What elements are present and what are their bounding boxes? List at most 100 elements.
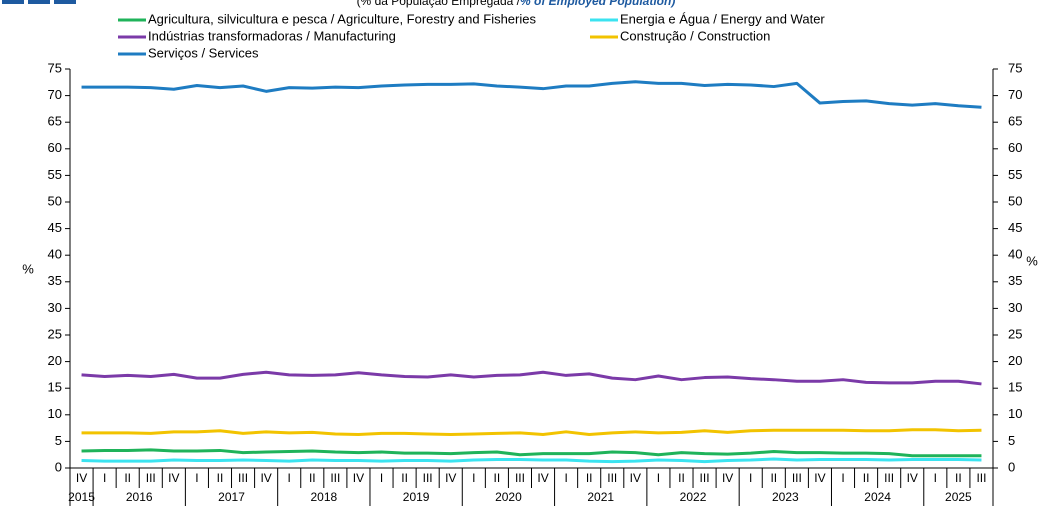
x-tick-label: IV — [76, 471, 87, 485]
y2-tick-label: 40 — [1008, 247, 1022, 262]
year-label: 2023 — [772, 490, 799, 504]
x-tick-label: I — [657, 471, 660, 485]
year-label: 2020 — [495, 490, 522, 504]
series-line — [81, 370, 982, 386]
y-tick-label: 20 — [48, 353, 62, 368]
y2-tick-label: 25 — [1008, 326, 1022, 341]
y-tick-label: 35 — [48, 273, 62, 288]
y2-tick-label: 45 — [1008, 220, 1022, 235]
x-tick-label: IV — [814, 471, 825, 485]
y-tick-label: 0 — [55, 459, 62, 474]
y-tick-label: 5 — [55, 433, 62, 448]
series-line — [81, 428, 982, 436]
y2-tick-label: 30 — [1008, 300, 1022, 315]
x-tick-label: III — [976, 471, 986, 485]
x-tick-label: IV — [168, 471, 179, 485]
x-tick-label: II — [401, 471, 408, 485]
x-tick-label: IV — [260, 471, 271, 485]
legend-label: Agricultura, silvicultura e pesca / Agri… — [148, 11, 536, 26]
y-tick-label: 40 — [48, 247, 62, 262]
x-tick-label: I — [841, 471, 844, 485]
x-tick-label: II — [309, 471, 316, 485]
y-tick-label: 15 — [48, 380, 62, 395]
year-label: 2021 — [587, 490, 614, 504]
x-tick-label: III — [515, 471, 525, 485]
x-tick-label: I — [564, 471, 567, 485]
y-tick-label: 50 — [48, 193, 62, 208]
logo — [2, 0, 76, 4]
year-label: 2025 — [945, 490, 972, 504]
x-tick-label: IV — [630, 471, 641, 485]
y2-axis-label: % — [1026, 253, 1038, 268]
y-tick-label: 55 — [48, 167, 62, 182]
x-tick-label: I — [380, 471, 383, 485]
year-label: 2015 — [68, 490, 95, 504]
legend-label: Construção / Construction — [620, 28, 770, 43]
x-tick-label: IV — [445, 471, 456, 485]
x-tick-label: III — [884, 471, 894, 485]
x-tick-label: III — [423, 471, 433, 485]
year-label: 2019 — [403, 490, 430, 504]
series-line — [81, 80, 982, 109]
y2-tick-label: 5 — [1008, 433, 1015, 448]
x-tick-label: III — [238, 471, 248, 485]
x-tick-label: II — [586, 471, 593, 485]
y-tick-label: 10 — [48, 406, 62, 421]
y2-tick-label: 0 — [1008, 459, 1015, 474]
x-tick-label: IV — [353, 471, 364, 485]
y-tick-label: 60 — [48, 140, 62, 155]
y2-tick-label: 70 — [1008, 87, 1022, 102]
legend-label: Indústrias transformadoras / Manufacturi… — [148, 28, 396, 43]
x-tick-label: III — [146, 471, 156, 485]
x-tick-label: I — [103, 471, 106, 485]
y2-tick-label: 35 — [1008, 273, 1022, 288]
subtitle: (% da População Empregada / — [357, 0, 521, 8]
y-tick-label: 70 — [48, 87, 62, 102]
x-tick-label: IV — [537, 471, 548, 485]
x-tick-label: II — [955, 471, 962, 485]
y2-tick-label: 10 — [1008, 406, 1022, 421]
y-tick-label: 25 — [48, 326, 62, 341]
x-tick-label: I — [288, 471, 291, 485]
x-tick-label: III — [700, 471, 710, 485]
x-tick-label: I — [934, 471, 937, 485]
y-tick-label: 75 — [48, 60, 62, 75]
series-line — [81, 448, 982, 458]
x-tick-label: II — [494, 471, 501, 485]
year-label: 2018 — [310, 490, 337, 504]
x-tick-label: II — [678, 471, 685, 485]
year-label: 2016 — [126, 490, 153, 504]
y-axis-label: % — [22, 261, 34, 276]
x-tick-label: III — [330, 471, 340, 485]
y2-tick-label: 65 — [1008, 114, 1022, 129]
x-tick-label: II — [124, 471, 131, 485]
y2-tick-label: 20 — [1008, 353, 1022, 368]
legend-label: Serviços / Services — [148, 45, 259, 60]
x-tick-label: I — [472, 471, 475, 485]
y2-tick-label: 60 — [1008, 140, 1022, 155]
year-label: 2024 — [864, 490, 891, 504]
year-label: 2017 — [218, 490, 245, 504]
legend-label: Energia e Água / Energy and Water — [620, 11, 825, 26]
x-tick-label: II — [863, 471, 870, 485]
y-tick-label: 30 — [48, 300, 62, 315]
x-tick-label: I — [195, 471, 198, 485]
y2-tick-label: 15 — [1008, 380, 1022, 395]
y-tick-label: 45 — [48, 220, 62, 235]
year-label: 2022 — [680, 490, 707, 504]
y-tick-label: 65 — [48, 114, 62, 129]
x-tick-label: IV — [907, 471, 918, 485]
y2-tick-label: 75 — [1008, 60, 1022, 75]
x-tick-label: II — [217, 471, 224, 485]
x-tick-label: III — [607, 471, 617, 485]
x-tick-label: II — [770, 471, 777, 485]
subtitle: % of Employed Population) — [520, 0, 675, 8]
x-tick-label: I — [749, 471, 752, 485]
x-tick-label: IV — [722, 471, 733, 485]
y2-tick-label: 55 — [1008, 167, 1022, 182]
y2-tick-label: 50 — [1008, 193, 1022, 208]
x-tick-label: III — [792, 471, 802, 485]
